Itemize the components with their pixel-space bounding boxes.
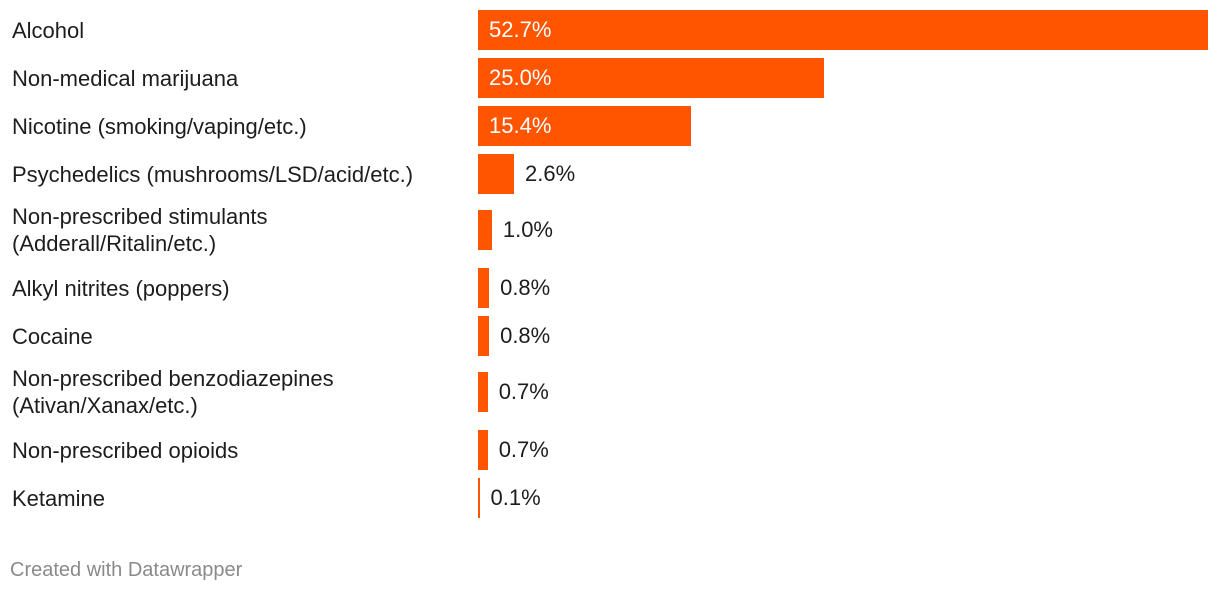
category-label: Non-prescribed stimulants (Adderall/Rita… (12, 204, 268, 256)
bar (478, 372, 488, 412)
value-label: 25.0% (489, 65, 552, 90)
bar (478, 154, 514, 194)
value-label: 15.4% (489, 113, 552, 138)
value-label: 0.7% (498, 379, 549, 404)
bar (478, 316, 490, 356)
value-label: 2.6% (525, 161, 576, 186)
bar (478, 430, 488, 470)
category-label: Non-prescribed benzodiazepines (Ativan/X… (12, 366, 334, 418)
category-label: Non-medical marijuana (12, 65, 239, 91)
bar (478, 210, 492, 250)
value-label: 0.8% (500, 323, 551, 348)
value-label: 52.7% (489, 17, 552, 42)
bar (478, 10, 1208, 50)
value-label: 1.0% (502, 217, 553, 242)
bar (478, 478, 480, 518)
category-label: Ketamine (12, 485, 105, 511)
bar (478, 58, 825, 98)
bar-chart: Alcohol 52.7% Non-medical marijuana 25.0% Ni… (12, 10, 1208, 518)
category-label: Alcohol (12, 17, 85, 43)
category-label: Non-prescribed opioids (12, 437, 239, 463)
bar (478, 268, 490, 308)
category-label: Psychedelics (mushrooms/LSD/acid/etc.) (12, 161, 414, 187)
category-label: Alkyl nitrites (poppers) (12, 275, 230, 301)
value-label: 0.8% (500, 275, 551, 300)
bar (478, 106, 692, 146)
value-label: 0.1% (490, 485, 541, 510)
value-label: 0.7% (498, 437, 549, 462)
category-label: Cocaine (12, 323, 93, 349)
datawrapper-credit: Created with Datawrapper (10, 559, 243, 581)
category-label: Nicotine (smoking/vaping/etc.) (12, 113, 307, 139)
